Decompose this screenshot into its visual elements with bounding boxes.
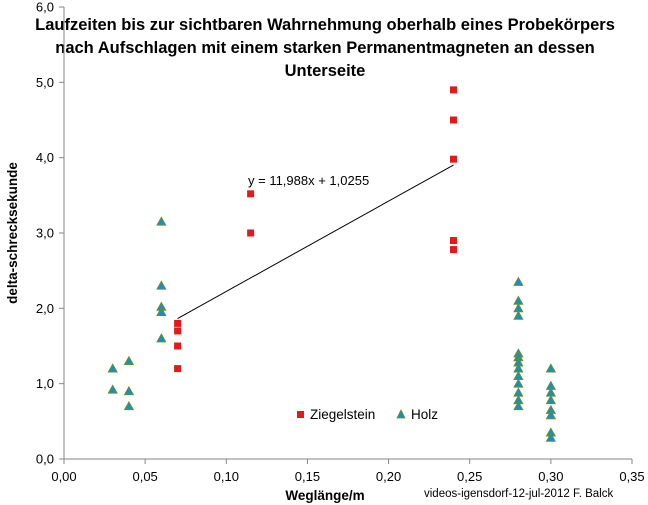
y-axis-ticks: 0,0 1,0 2,0 3,0 4,0 5,0 6,0 bbox=[36, 0, 64, 467]
x-tick-label: 0,30 bbox=[538, 469, 563, 484]
y-tick-label: 2,0 bbox=[36, 301, 54, 316]
data-point-holz bbox=[107, 384, 118, 394]
data-point-holz bbox=[545, 409, 557, 420]
x-tick-label: 0,10 bbox=[214, 469, 239, 484]
trendline-equation: y = 11,988x + 1,0255 bbox=[248, 173, 369, 188]
legend-label-ziegelstein: Ziegelstein bbox=[310, 407, 375, 422]
y-tick-label: 3,0 bbox=[36, 226, 54, 241]
data-point-holz bbox=[513, 400, 524, 411]
trendline bbox=[177, 164, 454, 319]
data-point-holz bbox=[156, 333, 167, 343]
chart-title: Laufzeiten bis zur sichtbaren Wahrnehmun… bbox=[35, 16, 615, 80]
data-point-ziegelstein bbox=[174, 319, 182, 327]
data-point-holz bbox=[513, 378, 524, 388]
y-axis-label: delta-schrecksekunde bbox=[5, 162, 20, 304]
data-point-ziegelstein bbox=[449, 86, 457, 94]
x-axis-ticks: 0,00 0,05 0,10 0,15 0,20 0,25 0,30 0,35 bbox=[51, 459, 645, 484]
trendline-line bbox=[177, 164, 454, 319]
y-tick-label: 4,0 bbox=[36, 150, 54, 165]
credit-text: videos-igensdorf-12-jul-2012 F. Balck bbox=[424, 488, 613, 500]
x-tick-label: 0,15 bbox=[295, 469, 320, 484]
data-point-ziegelstein bbox=[174, 342, 182, 350]
data-point-holz bbox=[123, 385, 135, 396]
data-point-ziegelstein bbox=[449, 237, 457, 245]
data-point-ziegelstein bbox=[449, 155, 457, 163]
chart-title-line-1: Laufzeiten bis zur sichtbaren Wahrnehmun… bbox=[35, 16, 615, 34]
data-point-ziegelstein bbox=[174, 327, 182, 335]
data-point-holz bbox=[123, 400, 135, 411]
legend: Ziegelstein Holz bbox=[297, 407, 438, 422]
data-point-holz bbox=[513, 276, 524, 286]
x-axis-label: Weglänge/m bbox=[285, 488, 364, 503]
chart-title-line-3: Unterseite bbox=[285, 62, 366, 80]
series-holz bbox=[107, 216, 557, 442]
x-tick-label: 0,20 bbox=[376, 469, 401, 484]
y-tick-label: 5,0 bbox=[36, 75, 54, 90]
data-point-ziegelstein bbox=[174, 365, 182, 373]
legend-label-holz: Holz bbox=[411, 407, 438, 422]
data-point-holz bbox=[156, 280, 167, 290]
data-point-holz bbox=[107, 363, 118, 373]
x-tick-label: 0,35 bbox=[619, 469, 644, 484]
series-ziegelstein bbox=[174, 86, 457, 373]
data-point-holz bbox=[513, 310, 524, 320]
y-tick-label: 0,0 bbox=[36, 452, 54, 467]
data-point-ziegelstein bbox=[247, 229, 255, 237]
data-point-holz bbox=[545, 432, 557, 442]
chart-title-line-2: nach Aufschlagen mit einem starken Perma… bbox=[55, 39, 594, 57]
legend-marker-holz bbox=[396, 409, 406, 419]
y-tick-label: 6,0 bbox=[36, 0, 54, 15]
data-point-holz bbox=[545, 394, 557, 405]
x-tick-label: 0,25 bbox=[457, 469, 482, 484]
legend-marker-ziegelstein bbox=[297, 411, 304, 418]
data-point-holz bbox=[123, 355, 135, 365]
data-point-ziegelstein bbox=[449, 116, 457, 124]
data-point-holz bbox=[545, 363, 557, 373]
y-tick-label: 1,0 bbox=[36, 376, 54, 391]
data-point-ziegelstein bbox=[449, 246, 457, 254]
data-point-holz bbox=[156, 216, 167, 226]
x-tick-label: 0,00 bbox=[51, 469, 76, 484]
data-point-ziegelstein bbox=[247, 190, 255, 198]
x-tick-label: 0,05 bbox=[132, 469, 157, 484]
data-point-holz bbox=[156, 306, 167, 317]
